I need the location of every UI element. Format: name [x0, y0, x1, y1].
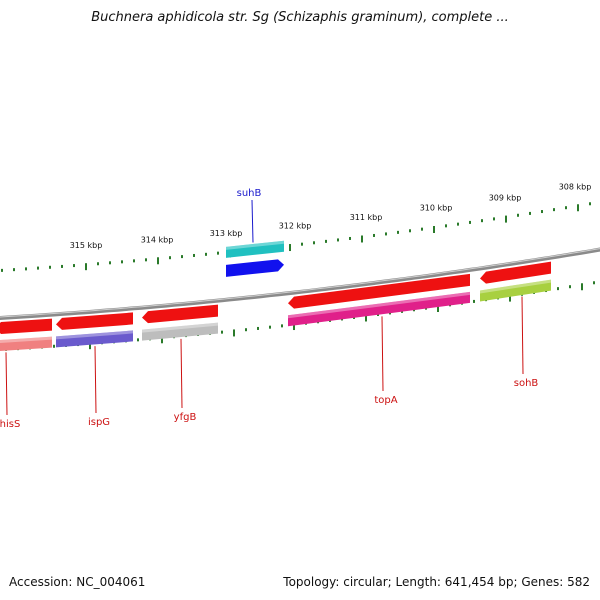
gene-arrow-hisS [0, 318, 52, 334]
gene-label-ispG: ispG [88, 417, 110, 428]
gene-label-yfgB: yfgB [174, 412, 197, 423]
gene-callout-line [180, 338, 183, 409]
scale-label: 315 kbp [70, 241, 103, 250]
scale-labels: 315 kbp 314 kbp 313 kbp 312 kbp 311 kbp 310 k… [70, 183, 592, 251]
scale-label: 310 kbp [420, 204, 453, 213]
gene-arrow-ispG [56, 312, 133, 330]
scale-label: 311 kbp [350, 213, 383, 222]
gene-arrow-suhB [226, 259, 284, 277]
gene-band-sohB [480, 279, 551, 302]
gene-label-hisS: hisS [0, 419, 20, 430]
gene-label-topA: topA [374, 395, 397, 406]
accession-label: Accession: NC_004061 [9, 575, 146, 589]
gene-band-suhB [226, 240, 284, 258]
gene-features: hisS ispG yfgB suhB topA sohB [0, 188, 551, 430]
gene-band-shine [0, 336, 52, 343]
map-title: Buchnera aphidicola str. Sg (Schizaphis … [91, 10, 509, 25]
gene-band-shine [480, 279, 551, 294]
gene-label-sohB: sohB [514, 378, 539, 389]
gene-arrow-sohB [480, 261, 551, 284]
gene-band-shine [56, 330, 133, 340]
scale-label: 314 kbp [141, 235, 174, 244]
scale-label: 313 kbp [210, 229, 243, 238]
gene-band-yfgB [142, 322, 218, 341]
scale-label: 312 kbp [279, 222, 312, 231]
gene-label-suhB: suhB [237, 188, 262, 199]
gene-arrow-topA [288, 273, 470, 309]
backbone-line-outer [0, 247, 600, 320]
gene-band-shine [226, 240, 284, 250]
gene-callout-line [5, 352, 8, 416]
gene-band-hisS [0, 336, 52, 351]
gene-band-topA [288, 291, 470, 327]
backbone-line-highlight [0, 248, 600, 318]
scale-label: 309 kbp [489, 194, 522, 203]
gene-callout-line [94, 346, 97, 414]
scale-label: 308 kbp [559, 183, 592, 192]
gene-band-ispG [56, 330, 133, 348]
gene-arrow-yfgB [142, 304, 218, 324]
gene-callout-line [251, 199, 254, 243]
genome-backbone [0, 247, 600, 320]
gene-callout-line [381, 316, 384, 392]
gene-callout-line [521, 296, 524, 375]
gene-band-shine [288, 291, 470, 319]
topology-summary: Topology: circular; Length: 641,454 bp; … [283, 575, 590, 589]
gene-band-shine [142, 322, 218, 333]
